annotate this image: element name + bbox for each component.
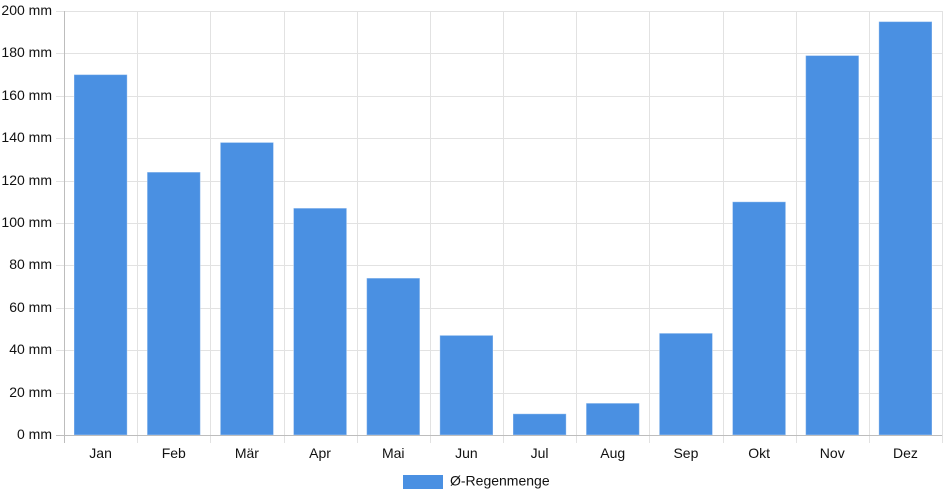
x-axis-tick-labels: Jan Feb Mär Apr Mai Jun Jul Aug Sep Okt Nov Dez xyxy=(89,445,918,461)
y-tick-label: 40 mm xyxy=(9,341,52,357)
x-tick-label: Nov xyxy=(820,445,845,461)
bars xyxy=(73,21,933,436)
bar-nov[interactable] xyxy=(805,55,860,436)
y-tick-label: 100 mm xyxy=(1,214,52,230)
bar-dez[interactable] xyxy=(878,21,933,436)
x-tick-label: Okt xyxy=(748,445,770,461)
grid xyxy=(56,11,943,443)
bar-feb[interactable] xyxy=(146,171,201,436)
y-axis-tick-labels: 0 mm 20 mm 40 mm 60 mm 80 mm 100 mm 120 mm 140 … xyxy=(1,2,52,442)
x-tick-label: Jan xyxy=(89,445,112,461)
y-tick-label: 60 mm xyxy=(9,299,52,315)
x-tick-label: Mai xyxy=(382,445,405,461)
x-tick-label: Apr xyxy=(309,445,331,461)
bar-apr[interactable] xyxy=(293,207,348,436)
bar-jul[interactable] xyxy=(512,413,567,436)
x-tick-label: Jun xyxy=(455,445,478,461)
y-tick-label: 160 mm xyxy=(1,87,52,103)
y-tick-label: 120 mm xyxy=(1,172,52,188)
x-tick-label: Feb xyxy=(162,445,186,461)
legend[interactable]: Ø-Regenmenge xyxy=(403,473,550,489)
y-tick-label: 200 mm xyxy=(1,2,52,18)
bar-mär[interactable] xyxy=(219,141,274,436)
bar-okt[interactable] xyxy=(732,201,787,436)
bar-aug[interactable] xyxy=(585,402,640,436)
x-tick-label: Aug xyxy=(600,445,625,461)
bar-mai[interactable] xyxy=(366,277,421,436)
x-tick-label: Jul xyxy=(531,445,549,461)
x-tick-label: Mär xyxy=(235,445,259,461)
y-tick-label: 0 mm xyxy=(17,426,52,442)
bar-sep[interactable] xyxy=(658,332,713,436)
y-tick-label: 20 mm xyxy=(9,384,52,400)
x-tick-label: Sep xyxy=(673,445,698,461)
y-tick-label: 180 mm xyxy=(1,44,52,60)
bar-jan[interactable] xyxy=(73,74,128,436)
x-tick-label: Dez xyxy=(893,445,918,461)
y-tick-label: 140 mm xyxy=(1,129,52,145)
y-tick-label: 80 mm xyxy=(9,256,52,272)
bar-jun[interactable] xyxy=(439,334,494,436)
legend-swatch[interactable] xyxy=(403,475,443,489)
legend-label[interactable]: Ø-Regenmenge xyxy=(450,473,550,489)
